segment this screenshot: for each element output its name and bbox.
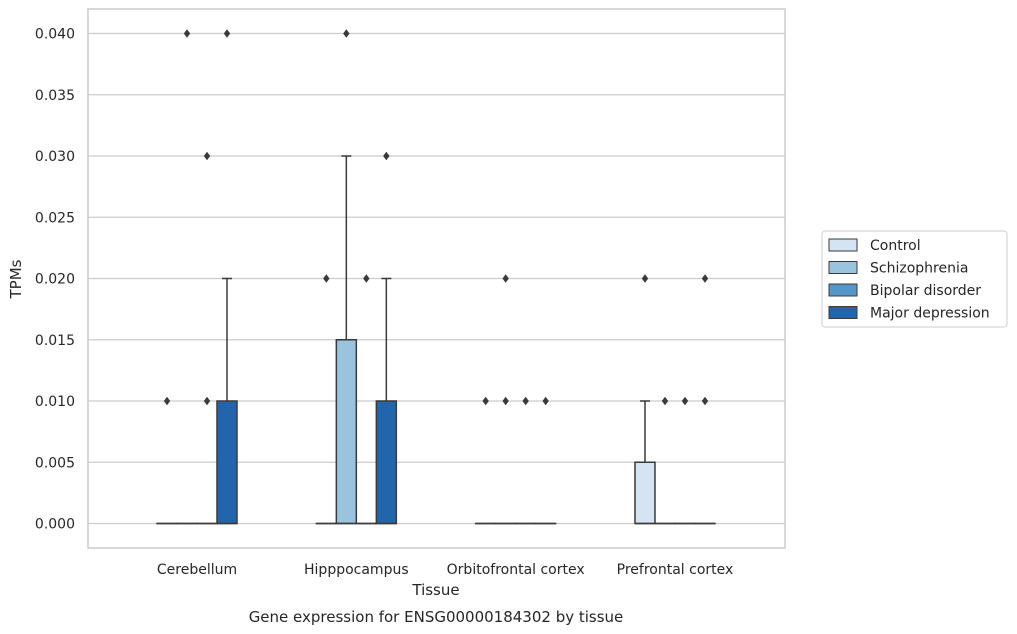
x-tick-label: Cerebellum: [157, 562, 237, 578]
box-0-3: [216, 29, 238, 525]
outlier-point: [681, 396, 689, 406]
y-tick-label: 0.000: [35, 517, 75, 533]
legend-label: Major depression: [870, 306, 990, 322]
outlier-point: [502, 274, 509, 283]
box-body: [216, 400, 238, 525]
x-axis-label: Tissue: [411, 581, 459, 599]
outlier-point: [203, 151, 211, 161]
legend-frame: [821, 230, 1008, 328]
grid-lines: [88, 32, 785, 525]
y-tick-label: 0.025: [35, 210, 75, 226]
boxes: [156, 29, 716, 525]
outlier-point: [363, 274, 370, 283]
box-body: [335, 339, 358, 525]
x-tick-label: Hipppocampus: [304, 562, 409, 578]
y-axis-label: TPMs: [7, 259, 25, 299]
outlier-point: [203, 396, 211, 406]
box-2-3: [534, 396, 557, 525]
box-0-0: [156, 396, 178, 525]
box-body: [634, 461, 656, 525]
legend: Control Schizophrenia Bipolar disorder Majo…: [821, 230, 1008, 328]
x-tick-labels: Cerebellum Hipppocampus Orbitofrontal cort…: [157, 562, 733, 578]
box-1-0: [315, 274, 338, 525]
legend-swatch: [828, 306, 858, 319]
plot-frame: [87, 8, 786, 549]
outlier-point: [343, 29, 350, 38]
box-2-1: [494, 274, 517, 525]
outlier-point: [223, 29, 231, 38]
box-2-0: [474, 396, 497, 525]
box-1-2: [355, 274, 378, 525]
box-3-1: [654, 396, 676, 525]
box-0-1: [176, 29, 198, 525]
outlier-point: [701, 274, 709, 283]
y-tick-label: 0.020: [35, 272, 75, 288]
legend-item: Control: [828, 238, 921, 254]
outlier-point: [482, 396, 489, 406]
outlier-point: [661, 396, 669, 406]
outlier-point: [502, 396, 509, 406]
box-2-2: [514, 396, 537, 525]
y-tick-label: 0.015: [35, 333, 75, 349]
legend-label: Schizophrenia: [870, 261, 968, 277]
box-0-2: [196, 151, 218, 525]
y-tick-label: 0.005: [35, 455, 75, 471]
outlier-point: [542, 396, 549, 406]
box-3-2: [674, 396, 696, 525]
legend-item: Major depression: [828, 306, 990, 322]
legend-swatch: [828, 238, 858, 252]
legend-swatch: [828, 283, 858, 297]
outlier-point: [641, 274, 649, 283]
box-3-0: [634, 274, 656, 525]
y-tick-labels: 0.000 0.005 0.010 0.015 0.020 0.025 0.030 0.035…: [35, 27, 75, 533]
box-body: [375, 400, 398, 525]
outlier-point: [383, 151, 390, 161]
y-tick-label: 0.035: [35, 88, 75, 104]
outlier-point: [183, 29, 191, 38]
legend-label: Bipolar disorder: [870, 283, 981, 299]
x-tick-label: Orbitofrontal cortex: [447, 562, 585, 578]
y-tick-label: 0.030: [35, 149, 75, 165]
box-1-1: [335, 29, 358, 525]
x-tick-label: Prefrontal cortex: [617, 562, 734, 578]
legend-item: Schizophrenia: [828, 261, 968, 277]
legend-item: Bipolar disorder: [828, 283, 981, 299]
outlier-point: [323, 274, 330, 283]
legend-label: Control: [870, 238, 921, 254]
legend-swatch: [828, 261, 858, 274]
outlier-point: [522, 396, 529, 406]
y-tick-label: 0.010: [35, 394, 75, 410]
box-1-3: [375, 151, 398, 525]
outlier-point: [163, 396, 171, 406]
box-3-3: [694, 274, 716, 525]
outlier-point: [701, 396, 709, 406]
chart-caption: Gene expression for ENSG00000184302 by t…: [249, 608, 624, 626]
y-tick-label: 0.040: [35, 27, 75, 43]
